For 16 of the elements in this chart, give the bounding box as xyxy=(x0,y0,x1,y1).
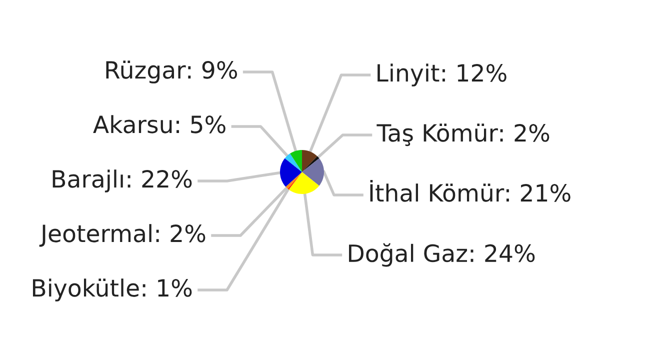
slice-label: Linyit: 12% xyxy=(378,64,506,86)
slice-label: Doğal Gaz: 24% xyxy=(349,243,535,267)
slice-label: Barajlı: 22% xyxy=(52,170,192,192)
slice-label: Taş Kömür: 2% xyxy=(376,124,550,146)
slice-label: Akarsu: 5% xyxy=(93,115,226,134)
pie-slice xyxy=(288,172,320,194)
pie-slice xyxy=(302,158,324,186)
slice-label: Jeotermal: 2% xyxy=(39,224,206,247)
pie-slice xyxy=(302,156,320,172)
pie-slice xyxy=(280,158,302,187)
pie-slice xyxy=(290,150,302,172)
slice-label: Biyokütle: 1% xyxy=(32,278,192,302)
slice-label: İthal Kömür: 21% xyxy=(370,180,570,202)
slice-label: Rüzgar: 9% xyxy=(106,60,238,84)
pie-slice xyxy=(302,150,318,172)
pie-slice xyxy=(284,154,302,172)
